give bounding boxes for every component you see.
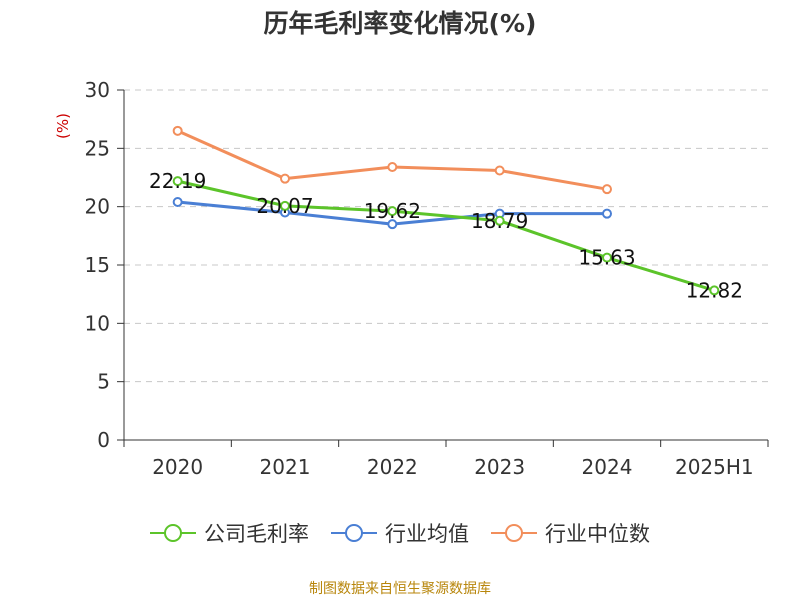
x-tick-label-2023: 2023 xyxy=(474,455,525,479)
x-tick-label-2025H1: 2025H1 xyxy=(675,455,754,479)
y-tick-label-10: 10 xyxy=(85,311,110,335)
x-tick-label-2022: 2022 xyxy=(367,455,418,479)
x-tick-label-2024: 2024 xyxy=(582,455,633,479)
y-tick-label-25: 25 xyxy=(85,136,110,160)
y-tick-label-5: 5 xyxy=(97,370,110,394)
data-label-2023: 18.79 xyxy=(471,209,528,233)
data-label-2022: 19.62 xyxy=(364,199,421,223)
point-s0-2025H1 xyxy=(709,285,720,296)
legend-swatch-company xyxy=(150,524,196,542)
data-label-2025H1: 12.82 xyxy=(686,278,743,302)
legend-swatch-industry-mean xyxy=(331,524,377,542)
legend-item-industry-mean[interactable]: 行业均值 xyxy=(331,518,469,548)
data-labels: 22.19 20.07 19.62 18.79 15.63 12.82 xyxy=(149,169,743,302)
legend-item-industry-median[interactable]: 行业中位数 xyxy=(491,518,650,548)
point-s1-2024 xyxy=(602,208,612,219)
y-tick-label-15: 15 xyxy=(85,253,110,277)
point-s1-2020 xyxy=(172,197,183,207)
legend-label-company: 公司毛利率 xyxy=(204,522,309,546)
legend: 公司毛利率 行业均值 行业中位数 xyxy=(0,518,800,548)
legend-label-industry-mean: 行业均值 xyxy=(385,522,469,546)
source-note: 制图数据来自恒生聚源数据库 xyxy=(309,581,491,597)
point-s0-2021 xyxy=(280,200,290,211)
point-s2-2024 xyxy=(602,184,612,195)
point-s0-2023 xyxy=(494,215,505,226)
point-s0-2020 xyxy=(172,176,183,187)
data-label-2020: 22.19 xyxy=(149,169,206,193)
point-s2-2023 xyxy=(494,165,505,176)
grid-lines xyxy=(124,89,768,383)
y-axis-label: (%) xyxy=(54,113,72,139)
series-line-2 xyxy=(177,129,608,191)
point-s0-2022 xyxy=(387,206,398,217)
y-tick-labels: 0 5 10 15 20 25 30 xyxy=(85,78,110,452)
legend-swatch-industry-median xyxy=(491,524,537,542)
y-tick-label-0: 0 xyxy=(97,428,110,452)
data-label-2024: 15.63 xyxy=(578,246,635,270)
legend-label-industry-median: 行业中位数 xyxy=(545,522,650,546)
y-tick-label-20: 20 xyxy=(85,195,110,219)
x-tick-label-2020: 2020 xyxy=(152,455,203,479)
series-lines xyxy=(172,125,720,296)
chart-title: 历年毛利率变化情况(%) xyxy=(263,9,537,38)
y-tick-label-30: 30 xyxy=(85,78,110,102)
x-tick-labels: 2020 2021 2022 2023 2024 2025H1 xyxy=(152,455,753,479)
point-s1-2022 xyxy=(387,219,398,230)
point-s2-2021 xyxy=(280,173,290,184)
data-label-2021: 20.07 xyxy=(256,194,313,218)
point-s2-2020 xyxy=(172,125,183,136)
series-line-0 xyxy=(177,179,715,292)
point-s2-2022 xyxy=(387,162,398,172)
x-tick-label-2021: 2021 xyxy=(260,455,311,479)
legend-item-company[interactable]: 公司毛利率 xyxy=(150,518,309,548)
axes xyxy=(117,89,769,447)
point-s0-2024 xyxy=(602,252,612,263)
